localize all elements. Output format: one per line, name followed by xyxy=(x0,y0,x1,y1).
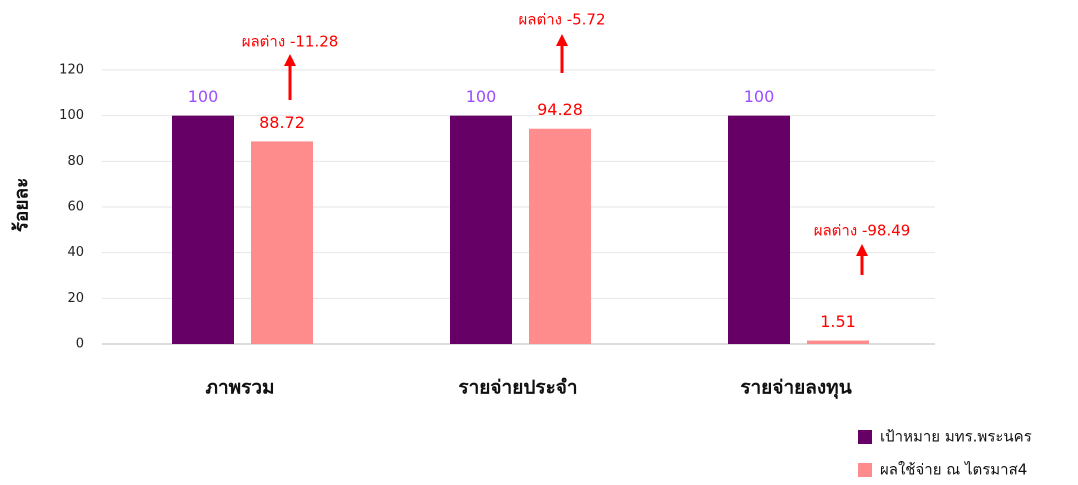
y-tick-label: 40 xyxy=(67,245,84,260)
bar xyxy=(251,141,313,344)
y-tick-label: 100 xyxy=(59,108,84,123)
legend-swatch xyxy=(858,430,872,444)
bar xyxy=(807,340,869,344)
legend-swatch xyxy=(858,463,872,477)
annotation: ผลต่าง -98.49 xyxy=(814,222,911,240)
value-label: 100 xyxy=(466,87,497,106)
value-label: 94.28 xyxy=(537,100,583,119)
value-label: 100 xyxy=(744,87,775,106)
annotation: ผลต่าง -5.72 xyxy=(518,11,605,29)
legend-label: ผลใช้จ่าย ณ ไตรมาส4 xyxy=(880,461,1027,479)
y-axis-label: ร้อยละ xyxy=(11,178,33,233)
legend-label: เป้าหมาย มทร.พระนคร xyxy=(880,428,1032,446)
bar xyxy=(172,115,234,345)
value-label: 88.72 xyxy=(259,113,305,132)
y-tick-label: 80 xyxy=(67,154,84,169)
y-tick-label: 120 xyxy=(59,63,84,78)
annotation: ผลต่าง -11.28 xyxy=(242,33,339,51)
x-tick-label: รายจ่ายลงทุน xyxy=(740,377,851,400)
y-tick-label: 20 xyxy=(67,291,84,306)
x-tick-label: รายจ่ายประจำ xyxy=(458,377,577,399)
value-label: 100 xyxy=(188,87,219,106)
bar xyxy=(728,115,790,345)
y-tick-label: 60 xyxy=(67,200,84,215)
y-tick-label: 0 xyxy=(76,337,84,352)
bar xyxy=(450,115,512,345)
x-tick-label: ภาพรวม xyxy=(205,377,274,399)
value-label: 1.51 xyxy=(820,312,856,331)
bar xyxy=(529,128,591,344)
